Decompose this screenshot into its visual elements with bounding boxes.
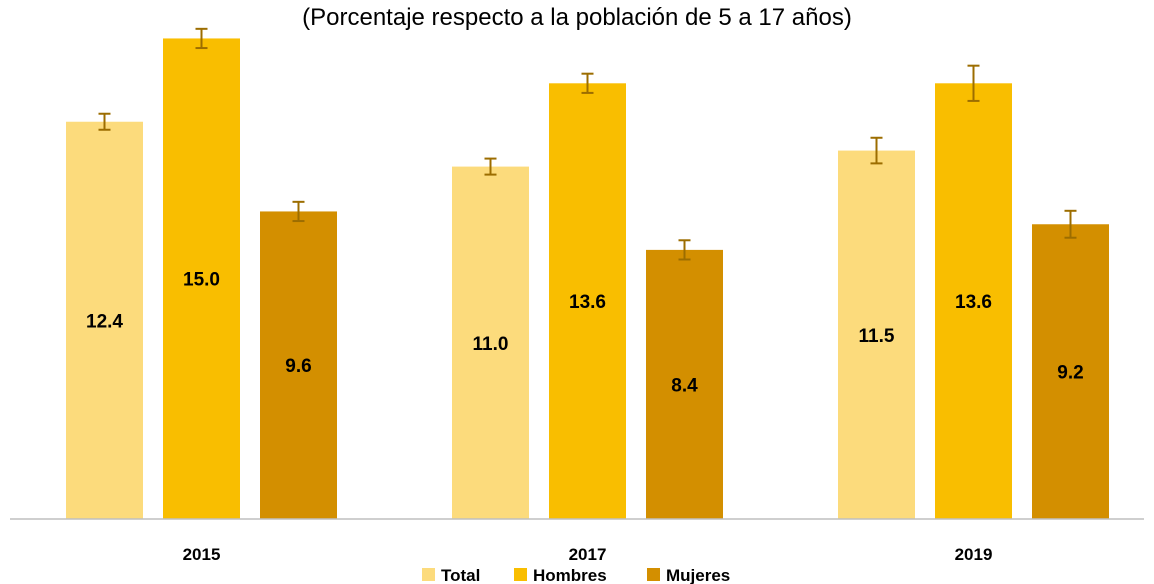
error-bar-total-2015 [98, 112, 111, 131]
bar-mujeres-2019 [1032, 224, 1109, 519]
bar-hombres-2017 [549, 83, 626, 519]
value-label-total-2019: 11.5 [859, 326, 895, 347]
bar-mujeres-2017 [646, 249, 723, 519]
category-label-2019: 2019 [955, 545, 993, 564]
legend-swatch-hombres [514, 568, 527, 581]
error-bar-hombres-2019 [967, 64, 980, 102]
bar-hombres-2019 [935, 83, 1012, 519]
chart-subtitle: (Porcentaje respecto a la población de 5… [302, 4, 852, 31]
bar-total-2019 [838, 150, 915, 519]
value-label-mujeres-2019: 9.2 [1057, 363, 1083, 384]
bar-total-2017 [452, 166, 529, 519]
error-bar-hombres-2017 [581, 72, 594, 94]
category-label-2015: 2015 [183, 545, 221, 564]
error-bar-mujeres-2015 [292, 200, 305, 223]
legend-label-total: Total [441, 566, 480, 584]
value-label-total-2015: 12.4 [86, 311, 123, 332]
legend: Total Hombres Mujeres [422, 566, 730, 584]
bar-mujeres-2015 [260, 211, 337, 519]
error-bar-hombres-2015 [195, 27, 208, 50]
value-label-mujeres-2015: 9.6 [285, 356, 311, 377]
legend-swatch-total [422, 568, 435, 581]
legend-label-mujeres: Mujeres [666, 566, 730, 584]
error-bar-total-2019 [870, 136, 883, 165]
error-bar-mujeres-2017 [678, 239, 691, 261]
category-labels: 2015 2017 2019 [183, 545, 993, 564]
value-label-total-2017: 11.0 [473, 334, 509, 355]
legend-swatch-mujeres [647, 568, 660, 581]
error-bar-mujeres-2019 [1064, 209, 1077, 239]
value-label-hombres-2019: 13.6 [955, 292, 992, 313]
bars-layer: 12.4 15.0 9.6 11.0 13.6 8.4 11.5 13.6 9.2 [66, 27, 1109, 520]
error-bar-total-2017 [484, 157, 497, 176]
legend-label-hombres: Hombres [533, 566, 607, 584]
bar-total-2015 [66, 121, 143, 520]
value-label-mujeres-2017: 8.4 [671, 375, 698, 396]
category-label-2017: 2017 [569, 545, 607, 564]
value-label-hombres-2015: 15.0 [183, 270, 220, 291]
bar-hombres-2015 [163, 38, 240, 519]
value-label-hombres-2017: 13.6 [569, 292, 606, 313]
